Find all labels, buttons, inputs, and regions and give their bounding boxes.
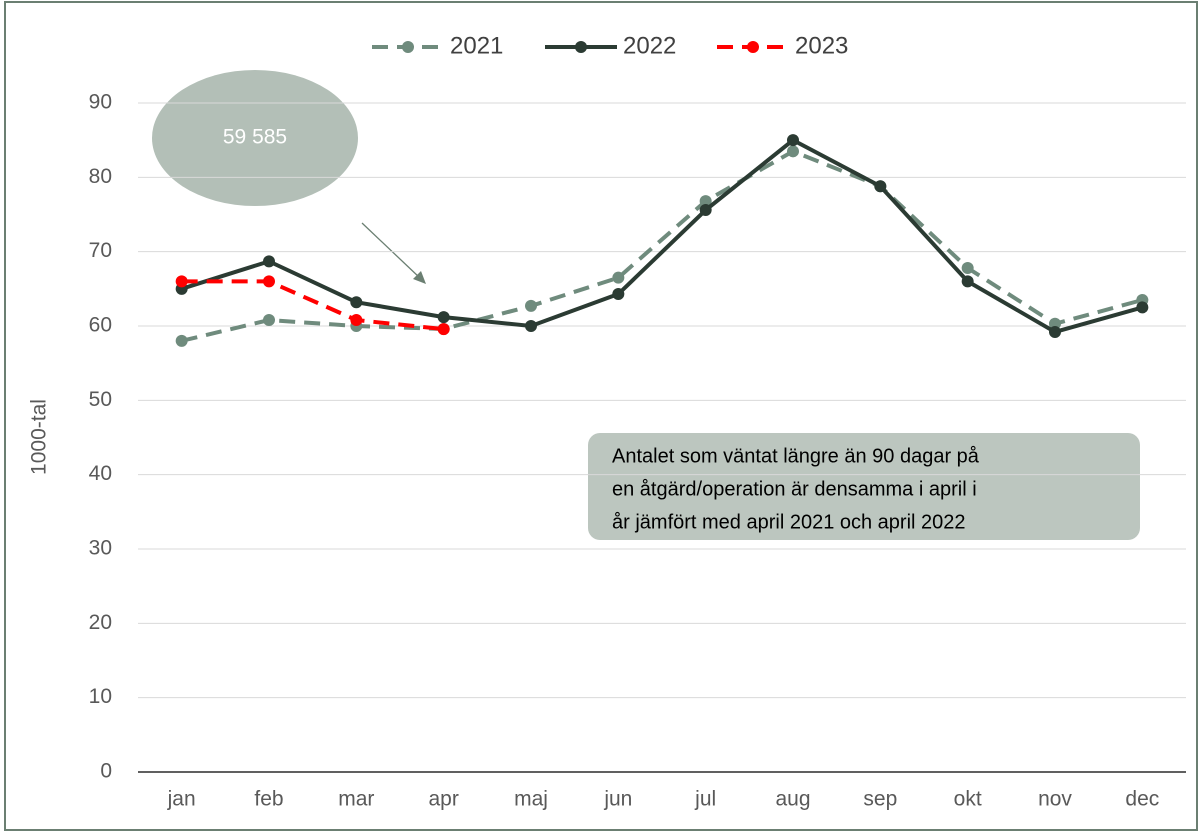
x-tick-label: feb xyxy=(254,788,283,811)
x-tick-label: apr xyxy=(428,788,458,811)
callout-arrow xyxy=(361,222,421,279)
point xyxy=(525,320,537,332)
y-axis-label: 1000-tal xyxy=(28,399,51,475)
point xyxy=(437,311,450,324)
series-line xyxy=(181,149,1143,343)
x-tick-label: okt xyxy=(954,788,982,811)
legend-label: 2023 xyxy=(795,32,848,59)
legend-marker xyxy=(575,41,587,53)
point xyxy=(437,323,450,336)
series-line xyxy=(181,137,1143,335)
y-tick-label: 90 xyxy=(89,91,112,114)
x-tick-label: nov xyxy=(1038,788,1072,811)
x-tick-label: aug xyxy=(775,788,810,811)
legend-label: 2021 xyxy=(450,32,503,59)
point xyxy=(350,314,363,327)
callout-text: 59 585 xyxy=(223,126,287,149)
point xyxy=(175,275,188,288)
point xyxy=(787,145,799,158)
point xyxy=(612,271,625,284)
point xyxy=(1049,325,1061,338)
point xyxy=(525,299,537,312)
point xyxy=(874,180,887,193)
x-tick-label: dec xyxy=(1125,788,1159,811)
y-tick-label: 80 xyxy=(89,165,112,188)
x-tick-label: mar xyxy=(338,788,374,811)
x-tick-label: jun xyxy=(603,788,632,811)
y-tick-label: 20 xyxy=(89,611,112,634)
point xyxy=(1136,301,1149,314)
arrow-head xyxy=(413,271,426,284)
callout-bubble xyxy=(152,70,358,206)
x-tick-label: jul xyxy=(694,788,716,811)
point xyxy=(350,296,363,309)
y-tick-label: 50 xyxy=(89,388,112,411)
point xyxy=(961,262,974,275)
x-tick-label: sep xyxy=(863,788,897,811)
point xyxy=(263,314,275,327)
note-box xyxy=(588,433,1140,540)
note-text: en åtgärd/operation är densamma i april … xyxy=(612,478,977,500)
legend-marker xyxy=(402,41,414,53)
y-tick-label: 40 xyxy=(89,462,112,485)
point xyxy=(699,204,712,217)
point xyxy=(263,255,275,268)
y-tick-label: 10 xyxy=(89,685,112,708)
point xyxy=(175,334,188,347)
y-tick-label: 0 xyxy=(100,760,112,783)
y-tick-label: 60 xyxy=(89,314,112,337)
point xyxy=(263,275,275,288)
y-tick-label: 30 xyxy=(89,537,112,560)
y-tick-label: 70 xyxy=(89,239,112,262)
x-tick-label: jan xyxy=(167,788,196,811)
point xyxy=(612,288,625,301)
series-line xyxy=(181,279,444,332)
point xyxy=(961,275,974,288)
note-text: år jämfört med april 2021 och april 2022 xyxy=(612,511,966,533)
legend-marker xyxy=(747,41,759,53)
note-text: Antalet som väntat längre än 90 dagar på xyxy=(612,445,980,467)
point xyxy=(787,134,799,147)
legend-label: 2022 xyxy=(623,32,676,59)
x-tick-label: maj xyxy=(514,788,548,811)
point xyxy=(699,195,712,208)
